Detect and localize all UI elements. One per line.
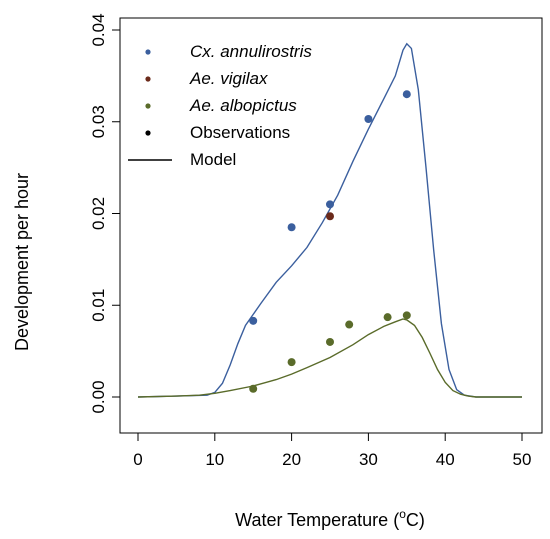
observation-point <box>402 311 411 320</box>
y-tick-label: 0.02 <box>89 197 108 230</box>
y-axis-title: Development per hour <box>12 173 32 351</box>
observation-point <box>287 223 296 232</box>
observation-point <box>326 200 334 209</box>
model-line <box>137 318 522 398</box>
observation-point <box>249 384 258 393</box>
observation-point <box>249 316 258 325</box>
observation-point <box>326 337 334 346</box>
x-axis: 0 10 20 30 40 50 <box>133 433 531 469</box>
y-tick-label: 0.00 <box>89 380 108 413</box>
x-tick-label: 10 <box>205 450 224 469</box>
legend-marker <box>145 103 151 109</box>
y-tick-label: 0.04 <box>89 13 108 46</box>
x-tick-label: 30 <box>359 450 378 469</box>
x-tick-label: 20 <box>282 450 301 469</box>
observation-point <box>287 358 296 367</box>
y-tick-label: 0.01 <box>89 289 108 322</box>
legend-label: Ae. albopictus <box>189 96 297 115</box>
x-axis-title: Water Temperature (oC) <box>235 507 425 530</box>
observation-point <box>402 90 411 99</box>
observation-point <box>326 212 334 221</box>
observation-point <box>364 114 373 123</box>
legend: Cx. annulirostris Ae. vigilax Ae. albopict… <box>128 42 312 169</box>
x-tick-label: 40 <box>436 450 455 469</box>
legend-label: Cx. annulirostris <box>190 42 312 61</box>
y-axis: 0.00 0.01 0.02 0.03 0.04 <box>89 13 120 414</box>
x-tick-label: 0 <box>133 450 142 469</box>
plot-frame <box>119 17 543 434</box>
legend-label: Observations <box>190 123 290 142</box>
series-layer <box>137 42 522 398</box>
observation-point <box>383 313 392 322</box>
legend-marker <box>145 49 151 55</box>
y-tick-label: 0.03 <box>89 105 108 138</box>
legend-label: Ae. vigilax <box>189 69 268 88</box>
legend-label: Model <box>190 150 236 169</box>
legend-marker <box>145 130 151 136</box>
plot-area <box>119 17 543 434</box>
legend-marker <box>145 76 151 82</box>
observation-point <box>345 320 354 329</box>
model-line <box>137 42 522 398</box>
x-tick-label: 50 <box>513 450 532 469</box>
